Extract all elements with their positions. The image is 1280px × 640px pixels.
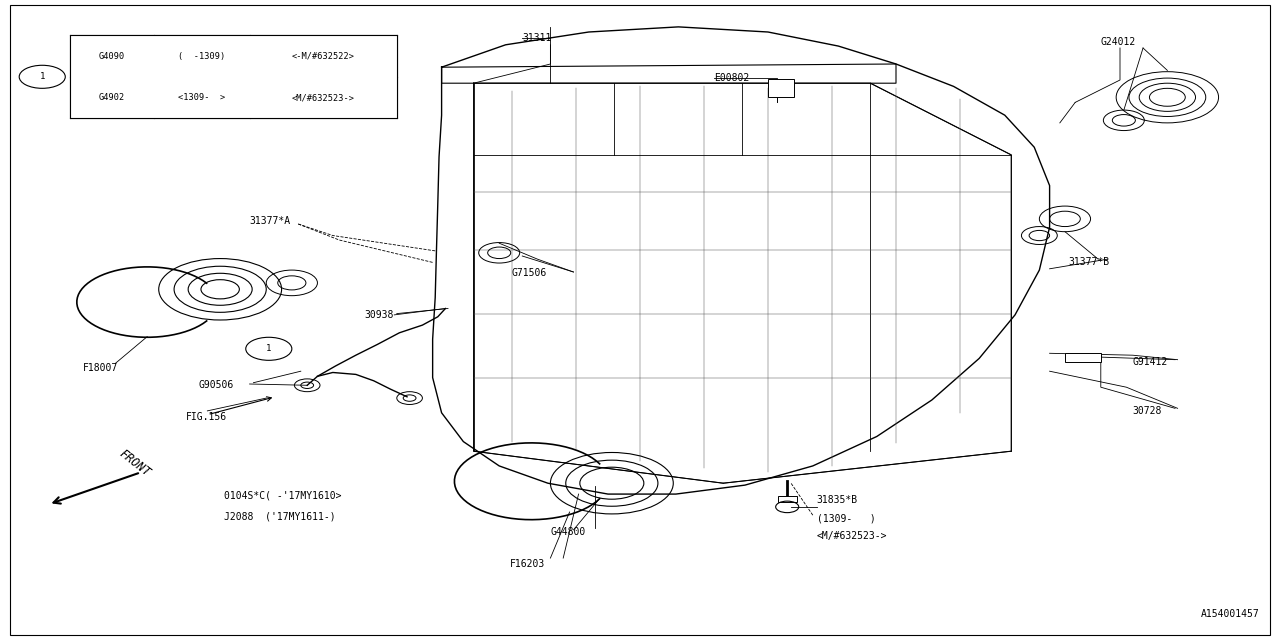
Text: F16203: F16203 bbox=[509, 559, 545, 570]
Bar bbox=[1065, 353, 1101, 362]
Text: G44800: G44800 bbox=[550, 527, 586, 538]
Text: E00802: E00802 bbox=[714, 73, 750, 83]
Bar bbox=[778, 496, 797, 502]
Text: (1309-   ): (1309- ) bbox=[817, 513, 876, 524]
Text: G4090: G4090 bbox=[99, 51, 125, 61]
Text: F18007: F18007 bbox=[83, 363, 119, 373]
Bar bbox=[70, 35, 397, 118]
Text: G90506: G90506 bbox=[198, 380, 234, 390]
Text: G24012: G24012 bbox=[1101, 36, 1137, 47]
Text: G71506: G71506 bbox=[512, 268, 548, 278]
Text: <-M/#632522>: <-M/#632522> bbox=[292, 51, 355, 61]
Text: (  -1309): ( -1309) bbox=[178, 51, 225, 61]
Text: FRONT: FRONT bbox=[116, 447, 152, 479]
Text: 31377*B: 31377*B bbox=[1069, 257, 1110, 268]
Text: 30728: 30728 bbox=[1133, 406, 1162, 416]
Text: <M/#632523->: <M/#632523-> bbox=[292, 93, 355, 102]
Text: FIG.156: FIG.156 bbox=[186, 412, 227, 422]
Text: <M/#632523->: <M/#632523-> bbox=[817, 531, 887, 541]
Text: 31377*A: 31377*A bbox=[250, 216, 291, 226]
Text: G91412: G91412 bbox=[1133, 356, 1169, 367]
Text: J2088  ('17MY1611-): J2088 ('17MY1611-) bbox=[224, 511, 335, 522]
Text: A154001457: A154001457 bbox=[1201, 609, 1260, 620]
Text: 0104S*C( -'17MY1610>: 0104S*C( -'17MY1610> bbox=[224, 491, 342, 501]
Text: 1: 1 bbox=[40, 72, 45, 81]
Text: <1309-  >: <1309- > bbox=[178, 93, 225, 102]
Text: 31311: 31311 bbox=[522, 33, 552, 44]
Text: G4902: G4902 bbox=[99, 93, 125, 102]
Bar bbox=[768, 79, 794, 97]
Text: 30938: 30938 bbox=[365, 310, 394, 320]
Text: 1: 1 bbox=[266, 344, 271, 353]
Text: 31835*B: 31835*B bbox=[817, 495, 858, 506]
